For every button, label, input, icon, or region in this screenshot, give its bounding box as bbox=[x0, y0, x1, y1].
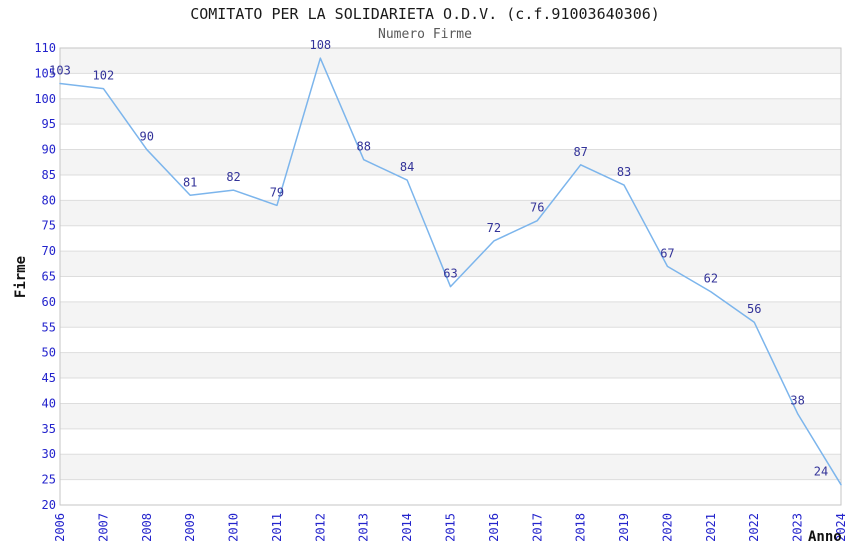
x-tick-label: 2020 bbox=[660, 513, 674, 542]
plot-band bbox=[60, 124, 841, 150]
x-tick-label: 2017 bbox=[530, 513, 544, 542]
y-tick-label: 80 bbox=[42, 193, 56, 207]
series-line bbox=[59, 57, 842, 486]
plot-band bbox=[60, 352, 841, 379]
chart-title: COMITATO PER LA SOLIDARIETA O.D.V. (c.f.… bbox=[190, 5, 660, 23]
data-point-label: 90 bbox=[140, 130, 154, 144]
y-tick-label: 25 bbox=[42, 473, 56, 487]
data-point-label: 67 bbox=[660, 246, 674, 260]
data-point-label: 81 bbox=[183, 175, 197, 189]
data-point-label: 88 bbox=[356, 140, 370, 154]
plot-band bbox=[60, 378, 841, 404]
data-point-label: 24 bbox=[814, 465, 828, 479]
x-tick-label: 2013 bbox=[357, 513, 371, 542]
x-tick-label: 2012 bbox=[313, 513, 327, 542]
plot-band bbox=[60, 251, 841, 277]
data-point-label: 83 bbox=[617, 165, 631, 179]
y-tick-label: 100 bbox=[34, 92, 56, 106]
y-tick-label: 55 bbox=[42, 320, 56, 334]
plot-band bbox=[60, 276, 841, 302]
plot-band bbox=[60, 174, 841, 201]
data-point-label: 103 bbox=[49, 64, 71, 78]
data-point-label: 56 bbox=[747, 302, 761, 316]
data-point-label: 108 bbox=[309, 38, 331, 52]
data-point-label: 82 bbox=[226, 170, 240, 184]
plot-band bbox=[60, 200, 841, 226]
data-point-label: 62 bbox=[704, 272, 718, 286]
x-tick-label: 2008 bbox=[140, 513, 154, 542]
x-tick-label: 2009 bbox=[183, 513, 197, 542]
y-tick-label: 110 bbox=[34, 41, 56, 55]
data-point-label: 84 bbox=[400, 160, 414, 174]
plot-band bbox=[60, 428, 841, 455]
plot-band bbox=[60, 479, 841, 505]
x-tick-label: 2022 bbox=[747, 513, 761, 542]
x-tick-label: 2019 bbox=[617, 513, 631, 542]
plot-band bbox=[60, 73, 841, 99]
y-tick-label: 65 bbox=[42, 270, 56, 284]
data-point-label: 87 bbox=[573, 145, 587, 159]
data-point-label: 63 bbox=[443, 267, 457, 281]
y-tick-label: 90 bbox=[42, 143, 56, 157]
plot-band bbox=[60, 149, 841, 175]
x-tick-label: 2007 bbox=[96, 513, 110, 542]
x-tick-label: 2024 bbox=[834, 513, 848, 542]
plot-area: 20 25 30 35 40 45 50 55 60 65 70 75 80 85 90 95 100 105 11… bbox=[34, 38, 848, 542]
plot-band bbox=[60, 403, 841, 429]
y-tick-label: 20 bbox=[42, 498, 56, 512]
y-tick-label: 35 bbox=[42, 422, 56, 436]
y-tick-label: 45 bbox=[42, 371, 56, 385]
data-point-label: 76 bbox=[530, 201, 544, 215]
x-tick-label: 2014 bbox=[400, 513, 414, 542]
y-tick-label: 30 bbox=[42, 447, 56, 461]
plot-border bbox=[59, 47, 842, 506]
y-tick-label: 40 bbox=[42, 396, 56, 410]
plot-band bbox=[60, 301, 841, 328]
x-tick-label: 2021 bbox=[704, 513, 718, 542]
y-tick-label: 60 bbox=[42, 295, 56, 309]
x-tick-label: 2011 bbox=[270, 513, 284, 542]
plot-band bbox=[60, 98, 841, 125]
plot-band bbox=[60, 48, 841, 74]
data-point-label: 38 bbox=[790, 394, 804, 408]
data-point-label: 72 bbox=[487, 221, 501, 235]
x-tick-label: 2018 bbox=[574, 513, 588, 542]
y-tick-label: 85 bbox=[42, 168, 56, 182]
plot-band bbox=[60, 225, 841, 252]
data-point-label: 102 bbox=[93, 69, 115, 83]
y-tick-label: 75 bbox=[42, 219, 56, 233]
y-axis-title: Firme bbox=[13, 256, 29, 298]
x-tick-label: 2015 bbox=[444, 513, 458, 542]
y-tick-label: 105 bbox=[34, 66, 56, 80]
x-tick-label: 2016 bbox=[487, 513, 501, 542]
x-axis-title: Anno bbox=[808, 529, 842, 545]
y-tick-label: 95 bbox=[42, 117, 56, 131]
x-tick-label: 2010 bbox=[227, 513, 241, 542]
y-tick-label: 70 bbox=[42, 244, 56, 258]
x-tick-label: 2006 bbox=[53, 513, 67, 542]
plot-band bbox=[60, 327, 841, 353]
data-point-label: 79 bbox=[270, 185, 284, 199]
plot-band bbox=[60, 454, 841, 480]
y-tick-label: 50 bbox=[42, 346, 56, 360]
x-tick-label: 2023 bbox=[791, 513, 805, 542]
chart-subtitle: Numero Firme bbox=[378, 27, 472, 42]
